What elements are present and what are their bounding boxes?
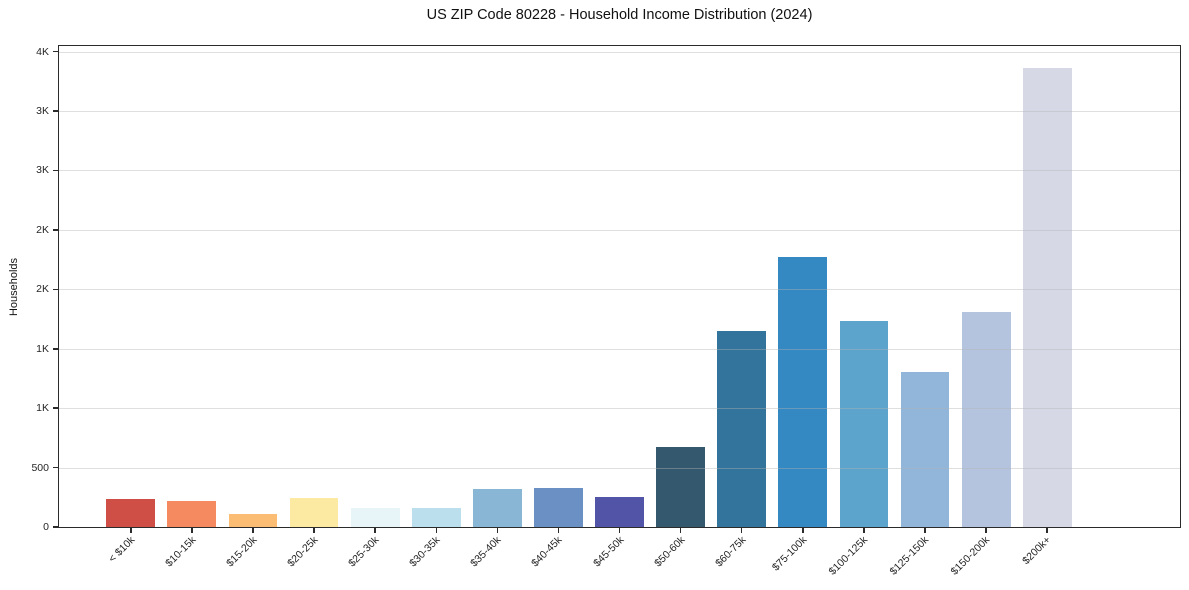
y-tick-3000 <box>53 169 58 172</box>
x-tick-label-$100-125k: $100-125k <box>826 534 871 578</box>
x-tick-label-$35-40k: $35-40k <box>468 534 504 570</box>
x-tick-label-$40-45k: $40-45k <box>529 534 565 570</box>
plot-area-border <box>58 45 1181 528</box>
gridline-1000 <box>59 408 1180 410</box>
bar-$150-200k <box>961 312 1011 527</box>
y-tick-0 <box>53 526 58 528</box>
bar-$125-150k <box>900 371 950 527</box>
bar-$40-45k <box>534 488 583 527</box>
bar-$75-100k <box>778 256 828 527</box>
x-tick-$15-20k <box>252 528 254 533</box>
x-tick-label-$15-20k: $15-20k <box>224 534 260 570</box>
x-tick-$75-100k <box>802 528 804 533</box>
x-tick-label-$30-35k: $30-35k <box>407 534 443 570</box>
bar-$15-20k <box>228 513 278 527</box>
bar-< $10k <box>106 499 156 527</box>
y-tick-4000 <box>53 50 58 53</box>
gridline-1500 <box>59 348 1180 350</box>
x-tick-label-$10-15k: $10-15k <box>162 534 199 570</box>
y-tick-label-2000: 2K <box>36 283 49 296</box>
x-tick-label-$45-50k: $45-50k <box>590 534 626 570</box>
bar-$50-60k <box>656 446 706 527</box>
y-tick-label-3500: 3K <box>36 105 49 117</box>
x-tick-label-$50-60k: $50-60k <box>651 534 688 570</box>
bar-$30-35k <box>411 507 461 527</box>
x-tick-$200k+ <box>1046 528 1048 533</box>
x-tick-$20-25k <box>313 528 315 533</box>
y-tick-1500 <box>53 348 58 350</box>
x-tick-$10-15k <box>191 528 193 533</box>
y-tick-1000 <box>53 407 58 409</box>
bar-$45-50k <box>595 497 644 527</box>
x-tick-$45-50k <box>618 528 621 533</box>
x-tick-label-$75-100k: $75-100k <box>769 534 810 574</box>
x-tick-label-$150-200k: $150-200k <box>949 534 993 578</box>
x-tick-label-$60-75k: $60-75k <box>712 534 749 570</box>
y-tick-2000 <box>53 288 58 290</box>
gridline-4000 <box>59 51 1180 53</box>
x-tick-$25-30k <box>374 528 376 533</box>
x-tick-label-$20-25k: $20-25k <box>285 534 321 570</box>
x-tick-label-$125-150k: $125-150k <box>887 534 932 578</box>
bar-$200k+ <box>1022 68 1072 527</box>
x-tick-$100-125k <box>863 528 865 533</box>
bar-$20-25k <box>289 497 339 527</box>
gridline-2000 <box>59 289 1180 291</box>
bar-$25-30k <box>350 508 400 527</box>
chart-title: US ZIP Code 80228 - Household Income Dis… <box>426 7 813 23</box>
bar-$35-40k <box>472 489 522 527</box>
gridline-2500 <box>59 229 1180 231</box>
y-tick-label-2500: 2K <box>36 223 49 236</box>
y-tick-label-1500: 1K <box>36 342 49 355</box>
gridline-500 <box>59 467 1180 469</box>
y-tick-label-1000: 1K <box>36 402 49 415</box>
y-tick-label-4000: 4K <box>36 45 49 58</box>
x-tick-$125-150k <box>924 528 926 533</box>
gridline-3500 <box>59 111 1180 112</box>
y-tick-label-3000: 3K <box>36 164 49 177</box>
x-tick-$60-75k <box>740 528 743 533</box>
bar-$60-75k <box>717 330 767 527</box>
bar-$10-15k <box>167 500 217 527</box>
x-tick-$50-60k <box>679 528 682 533</box>
x-tick-$40-45k <box>557 528 560 533</box>
y-tick-3500 <box>53 110 58 112</box>
x-tick-$35-40k <box>496 528 499 533</box>
y-tick-500 <box>53 466 58 469</box>
y-tick-label-500: 500 <box>31 461 49 474</box>
x-tick-< $10k <box>130 528 132 533</box>
y-axis-label: Households <box>8 257 20 317</box>
x-tick-label-< $10k: < $10k <box>106 534 138 565</box>
x-tick-label-$200k+: $200k+ <box>1020 534 1054 568</box>
bar-$100-125k <box>839 320 889 527</box>
x-tick-$30-35k <box>435 528 437 533</box>
gridline-3000 <box>59 170 1180 172</box>
x-tick-$150-200k <box>985 528 987 533</box>
x-tick-label-$25-30k: $25-30k <box>346 534 382 570</box>
y-tick-2500 <box>53 229 58 231</box>
y-tick-label-0: 0 <box>43 521 49 533</box>
